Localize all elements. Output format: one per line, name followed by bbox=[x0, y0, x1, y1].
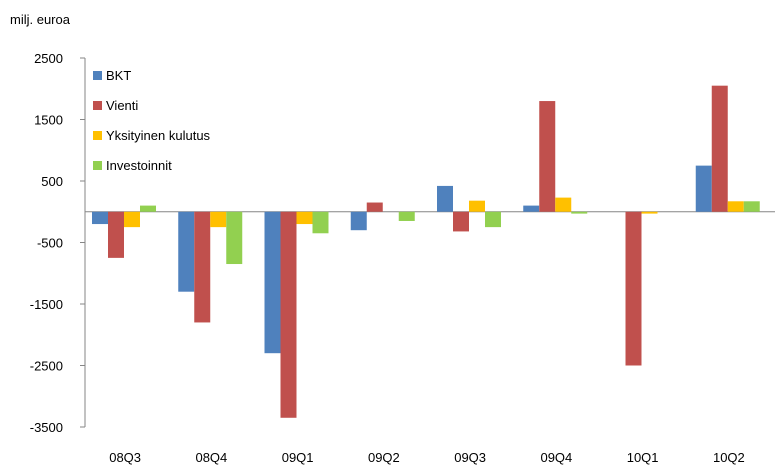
y-tick-label: 2500 bbox=[34, 51, 63, 66]
bar bbox=[194, 211, 211, 323]
bar bbox=[140, 205, 156, 212]
bar bbox=[124, 211, 140, 228]
x-tick-label: 10Q1 bbox=[627, 450, 659, 465]
bar bbox=[695, 165, 712, 212]
y-unit-label: milj. euroa bbox=[10, 12, 71, 27]
bar bbox=[312, 211, 329, 234]
bar bbox=[296, 211, 313, 225]
bar bbox=[210, 211, 227, 228]
y-axis: 2500 1500 500 -500 -1500 -2500 -3500 bbox=[30, 51, 85, 435]
x-tick-label: 08Q4 bbox=[195, 450, 227, 465]
x-tick-label: 09Q1 bbox=[282, 450, 314, 465]
bar bbox=[539, 101, 556, 212]
y-tick-label: -1500 bbox=[30, 297, 63, 312]
bar bbox=[366, 202, 383, 212]
bar bbox=[350, 211, 367, 231]
bar bbox=[485, 211, 501, 228]
y-tick-label: -2500 bbox=[30, 359, 63, 374]
bar bbox=[398, 211, 415, 221]
y-tick-label: -500 bbox=[37, 236, 63, 251]
bar bbox=[523, 205, 540, 212]
x-tick-label: 09Q3 bbox=[454, 450, 486, 465]
legend-swatch bbox=[93, 131, 102, 140]
y-tick-label: 1500 bbox=[34, 113, 63, 128]
bar bbox=[641, 211, 658, 214]
legend-label: BKT bbox=[106, 68, 131, 83]
bar bbox=[92, 211, 108, 225]
bar bbox=[108, 211, 124, 258]
x-axis: 08Q3 08Q4 09Q1 09Q2 09Q3 09Q4 10Q1 10Q2 bbox=[109, 450, 745, 465]
bar bbox=[453, 211, 469, 232]
bar bbox=[743, 201, 760, 212]
bar bbox=[469, 200, 485, 212]
x-tick-label: 08Q3 bbox=[109, 450, 141, 465]
bar bbox=[437, 185, 453, 212]
x-tick-label: 09Q2 bbox=[368, 450, 400, 465]
legend-swatch bbox=[93, 161, 102, 170]
x-tick-label: 10Q2 bbox=[713, 450, 745, 465]
legend-label: Investoinnit bbox=[106, 158, 172, 173]
legend: BKT Vienti Yksityinen kulutus Investoinnit bbox=[93, 68, 211, 173]
bar bbox=[226, 211, 243, 265]
bar bbox=[727, 201, 744, 212]
bar bbox=[571, 211, 588, 214]
bar bbox=[555, 197, 572, 212]
x-tick-label: 09Q4 bbox=[540, 450, 572, 465]
bar bbox=[178, 211, 195, 292]
legend-label: Yksityinen kulutus bbox=[106, 128, 211, 143]
bars bbox=[92, 85, 760, 418]
y-tick-label: 500 bbox=[41, 174, 63, 189]
legend-swatch bbox=[93, 71, 102, 80]
legend-label: Vienti bbox=[106, 98, 138, 113]
bar bbox=[264, 211, 281, 354]
y-tick-label: -3500 bbox=[30, 420, 63, 435]
bar bbox=[280, 211, 297, 418]
bar bbox=[625, 211, 642, 366]
bar bbox=[711, 85, 728, 212]
legend-swatch bbox=[93, 101, 102, 110]
